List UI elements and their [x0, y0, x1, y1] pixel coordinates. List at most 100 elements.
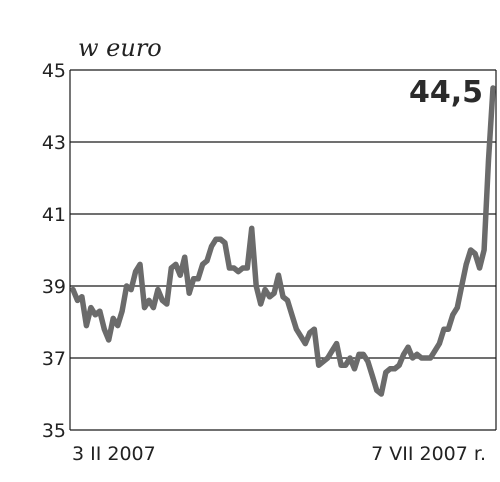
data-point: [481, 247, 487, 253]
data-point: [486, 157, 491, 163]
data-point: [311, 326, 317, 332]
unit-label: w euro: [78, 34, 162, 62]
data-point: [427, 355, 433, 361]
data-point: [302, 341, 308, 347]
data-point: [360, 351, 366, 357]
data-point: [235, 269, 241, 275]
data-point: [459, 283, 465, 289]
data-point: [490, 85, 496, 91]
data-point: [164, 301, 170, 307]
data-point: [159, 297, 165, 303]
data-point: [240, 265, 246, 271]
data-point: [463, 261, 469, 267]
data-point: [374, 387, 380, 393]
data-point: [356, 351, 362, 357]
data-point: [329, 348, 335, 354]
data-point: [338, 362, 344, 368]
data-point: [441, 326, 447, 332]
data-point: [410, 355, 416, 361]
data-point: [92, 312, 98, 318]
data-point: [128, 287, 134, 293]
data-point: [405, 344, 411, 350]
data-point: [285, 297, 290, 303]
data-point: [231, 265, 237, 271]
data-point: [249, 225, 255, 231]
y-tick-label: 43: [42, 132, 66, 154]
data-point: [137, 261, 143, 267]
data-point: [423, 355, 429, 361]
data-point: [146, 297, 152, 303]
grid-lines: [69, 69, 497, 431]
data-point: [124, 283, 130, 289]
data-point: [369, 373, 375, 379]
data-point: [383, 369, 389, 375]
data-point: [168, 265, 174, 271]
data-point: [253, 283, 259, 289]
data-point: [186, 290, 192, 296]
data-point: [387, 366, 393, 372]
data-point: [115, 323, 121, 329]
data-point: [436, 341, 442, 347]
data-point: [142, 305, 147, 311]
data-point: [316, 362, 322, 368]
data-point: [191, 276, 197, 282]
data-point: [276, 272, 281, 278]
data-point: [325, 355, 331, 361]
data-point: [222, 240, 228, 246]
data-point: [244, 265, 250, 271]
data-point: [477, 265, 483, 271]
data-point: [150, 305, 156, 311]
data-point: [155, 287, 161, 293]
y-tick-label: 41: [42, 204, 66, 226]
y-tick-label: 35: [42, 420, 66, 442]
data-point: [97, 308, 103, 314]
data-point: [267, 294, 273, 300]
data-point: [298, 333, 304, 339]
data-point: [70, 287, 76, 293]
series-points: [70, 85, 496, 397]
series-line: [70, 85, 496, 397]
data-point: [352, 366, 357, 372]
data-point: [307, 330, 313, 336]
data-point: [396, 362, 402, 368]
data-point: [378, 391, 384, 397]
data-point: [204, 258, 210, 264]
data-point: [106, 337, 112, 343]
x-tick-label: 3 II 2007: [72, 443, 156, 465]
data-point: [209, 243, 214, 249]
data-point: [271, 290, 277, 296]
data-point: [365, 359, 371, 365]
data-point: [468, 247, 474, 253]
data-point: [454, 305, 460, 311]
y-tick-label: 45: [42, 60, 66, 82]
data-point: [83, 323, 89, 329]
y-tick-label: 39: [42, 276, 66, 298]
x-axis-ticks: 3 II 2007 7 VII 2007 r.: [72, 443, 486, 465]
data-point: [101, 326, 107, 332]
data-point: [445, 326, 451, 332]
data-point: [177, 272, 183, 278]
data-point: [133, 269, 139, 275]
data-point: [182, 254, 188, 260]
data-point: [88, 305, 94, 311]
data-point: [334, 341, 340, 347]
data-point: [347, 355, 353, 361]
data-point: [289, 312, 295, 318]
x-tick-label: 7 VII 2007 r.: [371, 443, 486, 465]
data-point: [258, 301, 264, 307]
y-axis-ticks: 45 43 41 39 37 35: [42, 60, 66, 442]
data-point: [75, 297, 80, 303]
data-point: [79, 294, 85, 300]
data-point: [392, 366, 398, 372]
y-tick-label: 37: [42, 348, 66, 370]
data-point: [200, 261, 206, 267]
data-point: [262, 287, 268, 293]
data-point: [280, 294, 286, 300]
data-point: [343, 362, 349, 368]
data-point: [419, 355, 424, 361]
data-point: [432, 348, 438, 354]
data-point: [119, 308, 125, 314]
data-point: [293, 326, 299, 332]
data-point: [472, 251, 478, 257]
